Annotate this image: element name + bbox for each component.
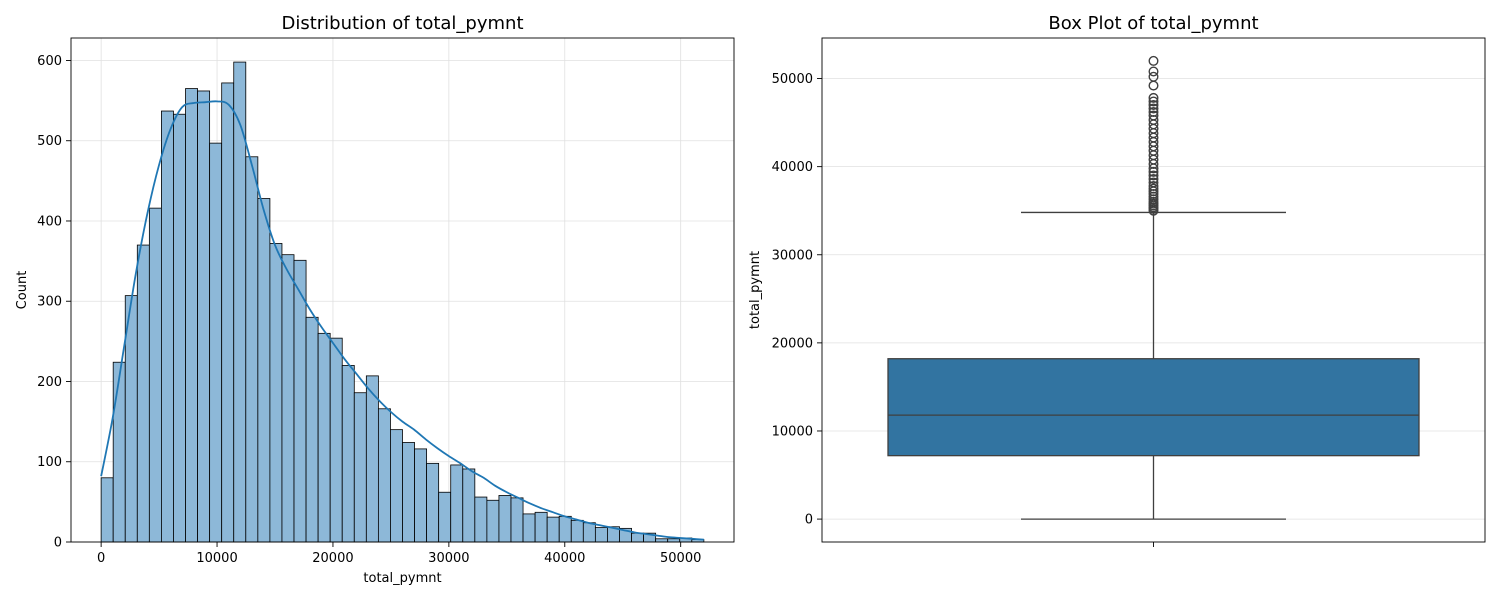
histogram-bar (329, 337, 343, 543)
histogram-bar (558, 515, 572, 543)
histogram-x-tick-label: 10000 (196, 551, 237, 566)
histogram-y-tick-label: 400 (37, 214, 62, 229)
histogram-bar (136, 244, 150, 543)
outlier-point (1148, 80, 1159, 91)
histogram-bar (281, 254, 295, 543)
boxplot-y-tick-label: 40000 (772, 160, 813, 175)
histogram-bar (293, 259, 307, 543)
outlier-point (1148, 66, 1159, 77)
outlier-point (1148, 183, 1159, 194)
histogram-bar (317, 332, 331, 543)
histogram-x-tick-label: 50000 (660, 551, 701, 566)
histogram-bar (197, 90, 211, 543)
outlier-point (1148, 103, 1159, 114)
histogram-bar (390, 429, 403, 543)
histogram-bar (161, 110, 174, 543)
outlier-point (1148, 71, 1159, 82)
histogram-bar (582, 522, 596, 543)
histogram-bar (655, 538, 669, 543)
boxplot-y-tick-label: 0 (805, 513, 813, 528)
histogram-x-ticks: 0 10000 20000 30000 40000 50000 (97, 542, 701, 566)
histogram-bar (100, 477, 114, 543)
histogram-y-tick-label: 0 (54, 536, 62, 551)
histogram-bar (438, 491, 452, 543)
boxplot-panel: 0 10000 20000 30000 40000 50000 Box Plot of t… (748, 13, 1486, 547)
histogram-x-tick-label: 0 (97, 551, 105, 566)
histogram-bar (450, 464, 464, 543)
histogram-bar (426, 462, 440, 543)
histogram-y-tick-label: 100 (37, 455, 62, 470)
histogram-y-tick-label: 200 (37, 375, 62, 390)
histogram-bar (546, 516, 560, 543)
outlier-point (1148, 177, 1159, 188)
histogram-bar (353, 392, 367, 543)
histogram-bar (462, 468, 476, 543)
outlier-point (1148, 181, 1159, 192)
histogram-y-tick-label: 500 (37, 134, 62, 149)
histogram-y-ticks: 0 100 200 300 400 500 600 (37, 54, 71, 551)
histogram-y-tick-label: 300 (37, 295, 62, 310)
outlier-point (1148, 107, 1159, 118)
histogram-bar (305, 316, 319, 543)
boxplot-outliers (1148, 55, 1159, 216)
histogram-bar (402, 442, 415, 543)
outlier-point (1148, 55, 1159, 66)
histogram-y-axis-label: Count (15, 271, 30, 310)
histogram-bar (173, 113, 186, 543)
histogram-bar (570, 519, 584, 543)
boxplot-y-tick-label: 20000 (772, 336, 813, 351)
boxplot-y-tick-label: 30000 (772, 248, 813, 263)
histogram-bar (341, 365, 355, 543)
histogram-bar (522, 513, 536, 543)
histogram-title: Distribution of total_pymnt (281, 13, 523, 34)
histogram-bar (510, 497, 524, 543)
histogram-bar (486, 499, 500, 543)
histogram-bar (474, 496, 488, 543)
histogram-bar (377, 408, 391, 543)
histogram-x-tick-label: 20000 (312, 551, 353, 566)
boxplot-y-tick-label: 10000 (772, 424, 813, 439)
histogram-frame (70, 37, 735, 543)
histogram-panel: 0 10000 20000 30000 40000 50000 0 100 200 300 400… (15, 13, 735, 586)
histogram-bar (365, 375, 379, 543)
histogram-bar (257, 198, 271, 543)
histogram-bar (112, 361, 126, 543)
outlier-point (1148, 110, 1159, 121)
histogram-y-tick-label: 600 (37, 54, 62, 69)
boxplot-title: Box Plot of total_pymnt (1048, 13, 1258, 34)
outlier-point (1148, 173, 1159, 184)
histogram-x-tick-label: 40000 (544, 551, 585, 566)
histogram-x-axis-label: total_pymnt (363, 571, 441, 586)
histogram-bar (185, 88, 198, 543)
outlier-point (1148, 170, 1159, 181)
histogram-bar (498, 495, 512, 543)
boxplot-y-tick-label: 50000 (772, 72, 813, 87)
boxplot-y-axis-label: total_pymnt (748, 251, 763, 329)
histogram-bar (631, 532, 644, 543)
histogram-bar (221, 82, 235, 543)
histogram-bar (148, 207, 162, 543)
histogram-bar (534, 511, 548, 543)
histogram-bar (209, 142, 223, 543)
histogram-x-tick-label: 30000 (428, 551, 469, 566)
kde-curve (100, 100, 704, 541)
outlier-point (1148, 92, 1159, 103)
iqr-box (887, 358, 1420, 457)
histogram-bar (667, 538, 681, 543)
boxplot-body (887, 211, 1420, 520)
histogram-bar (245, 156, 259, 543)
outlier-point (1148, 96, 1159, 107)
histogram-bars (100, 61, 705, 543)
boxplot-y-ticks: 0 10000 20000 30000 40000 50000 (772, 72, 822, 528)
histogram-bar (414, 448, 428, 543)
outlier-point (1148, 99, 1159, 110)
histogram-bar (269, 243, 283, 543)
histogram-bar (594, 527, 608, 543)
